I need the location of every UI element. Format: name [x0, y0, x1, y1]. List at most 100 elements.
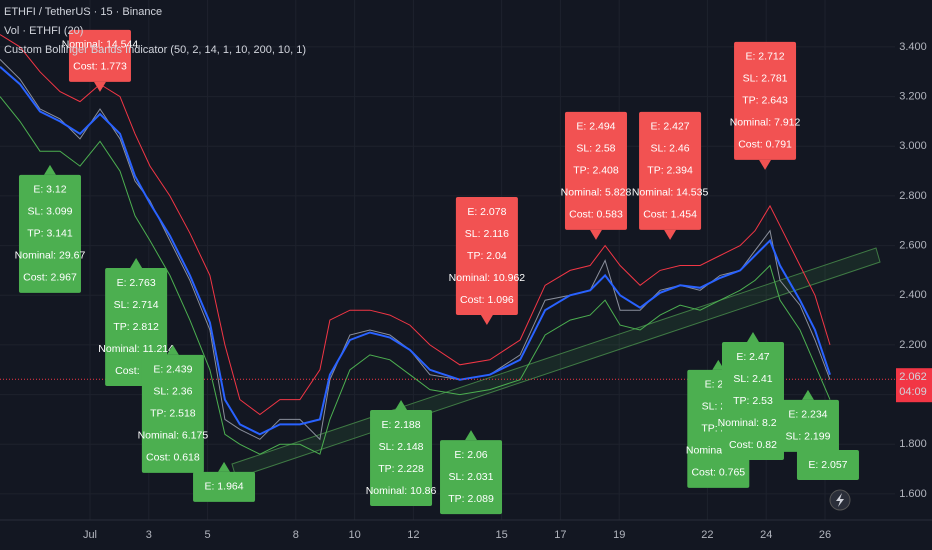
label-pointer [130, 258, 143, 269]
label-text: SL: 2.714 [114, 299, 159, 311]
label-pointer [759, 159, 772, 170]
label-text: TP: 2.394 [647, 165, 693, 177]
annotations: Nominal: 14.544 Cost: 1.773 E: 3.12 SL: 3.0… [15, 29, 859, 515]
last-price-box [896, 368, 932, 403]
trade-label: E: 2.06 SL: 2.031 TP: 2.089 [440, 430, 503, 515]
y-tick-label: 3.200 [899, 91, 927, 103]
y-tick-label: 3.000 [899, 140, 927, 152]
label-pointer [93, 81, 106, 92]
label-box [639, 111, 702, 230]
label-box [796, 450, 859, 481]
label-text: E: 1.964 [204, 481, 243, 493]
label-text: Nominal: 6.175 [138, 430, 209, 442]
trade-label: E: 2.427 SL: 2.46 TP: 2.394 Nominal: 14.535… [632, 111, 709, 240]
label-box [734, 41, 797, 160]
series-line [0, 34, 831, 416]
label-text: Cost: 0.765 [691, 467, 745, 479]
label-box [68, 29, 131, 82]
y-tick-label: 2.200 [899, 339, 927, 351]
label-box [141, 354, 204, 473]
label-text: SL: 2.36 [153, 386, 192, 398]
label-text: E: 2.188 [381, 419, 420, 431]
label-text: E: 2.427 [651, 121, 690, 133]
label-pointer [395, 400, 408, 411]
x-tick-label: 17 [554, 529, 566, 541]
label-pointer [801, 389, 814, 400]
label-pointer [166, 344, 179, 355]
label-text: Nominal: 5.828 [561, 187, 632, 199]
label-text: Cost: 1.096 [460, 294, 514, 306]
y-tick-label: 2.800 [899, 190, 927, 202]
series-line [0, 66, 831, 436]
trade-label: E: 2.494 SL: 2.58 TP: 2.408 Nominal: 5.828 C… [561, 111, 632, 240]
x-tick-label: 10 [348, 529, 360, 541]
label-box [721, 342, 784, 461]
label-pointer [43, 164, 56, 175]
label-text: SL: 2.46 [651, 143, 690, 155]
label-text: SL: 2.58 [576, 143, 615, 155]
label-text: Cost: 0.583 [569, 209, 623, 221]
label-text: Nominal: 14.544 [62, 39, 139, 51]
y-tick-label: 1.800 [899, 438, 927, 450]
label-text: SL: 2.148 [379, 441, 424, 453]
label-box [193, 471, 256, 502]
label-text: Cost: 0.791 [738, 139, 792, 151]
trade-label: E: 1.964 [193, 461, 256, 502]
label-text: SL: 3.099 [28, 206, 73, 218]
x-tick-label: 19 [613, 529, 625, 541]
lightning-icon [836, 493, 844, 507]
label-text: SL: 2.031 [449, 471, 494, 483]
label-pointer [465, 430, 478, 441]
label-text: SL: 2.41 [733, 373, 772, 385]
label-text: E: 2.234 [788, 409, 827, 421]
legend-text: Vol · ETHFI (20) [4, 25, 83, 37]
label-pointer [746, 332, 759, 343]
label-text: TP: 2.228 [378, 463, 424, 475]
x-tick-label: 15 [495, 529, 507, 541]
trade-label: E: 2.078 SL: 2.116 TP: 2.04 Nominal: 10.962… [449, 197, 526, 326]
label-text: Cost: 0.82 [729, 439, 777, 451]
x-tick-label: 24 [760, 529, 772, 541]
label-text: E: 2.06 [454, 449, 487, 461]
label-text: TP: 3.141 [27, 228, 73, 240]
x-tick-label: 26 [819, 529, 831, 541]
countdown: 04:09 [899, 386, 927, 398]
label-text: Nominal: 10.962 [449, 272, 526, 284]
label-text: Nominal: 14.535 [632, 187, 709, 199]
label-pointer [712, 359, 725, 370]
y-tick-label: 3.400 [899, 41, 927, 53]
legend-text: Custom Bollinger Bands Indicator (50, 2,… [4, 44, 306, 56]
legend-text: ETHFI / TetherUS · 15 · Binance [4, 6, 162, 18]
label-text: E: 2.057 [808, 459, 847, 471]
label-box [370, 410, 433, 507]
label-text: E: 2.078 [467, 206, 506, 218]
label-text: E: 2.439 [153, 364, 192, 376]
label-text: TP: 2.089 [448, 493, 494, 505]
trade-label: E: 3.12 SL: 3.099 TP: 3.141 Nominal: 29.67 C… [15, 164, 86, 293]
label-text: Nominal: 10.86 [366, 485, 437, 497]
label-text: Nominal: 7.912 [730, 117, 801, 129]
label-text: E: 3.12 [33, 184, 66, 196]
label-pointer [664, 229, 677, 240]
series-line [0, 96, 831, 455]
label-text: TP: 2.408 [573, 165, 619, 177]
x-tick-label: 22 [701, 529, 713, 541]
label-text: Cost: 1.454 [643, 209, 697, 221]
trade-label: E: 2.057 [796, 440, 859, 481]
label-text: TP: 2.53 [733, 395, 773, 407]
label-text: SL: 2.116 [465, 228, 509, 240]
label-text: Nominal: 29.67 [15, 250, 86, 262]
x-tick-label: 8 [293, 529, 299, 541]
trade-label: E: 2.234 SL: 2.199 [776, 389, 839, 452]
last-price-label: 2.062 [899, 371, 927, 383]
legend: ETHFI / TetherUS · 15 · Binance Vol · ETH… [4, 6, 306, 56]
trade-label: Nominal: 14.544 Cost: 1.773 [62, 29, 139, 92]
label-text: Nominal: 11.214 [98, 343, 174, 355]
label-box [564, 111, 627, 230]
label-pointer [589, 229, 602, 240]
label-text: Nominal: 8.204 [718, 417, 789, 429]
trade-label: E: 2.47 SL: 2.41 TP: 2.53 Nominal: 8.204 Cos… [718, 332, 789, 461]
y-tick-label: 2.600 [899, 240, 927, 252]
label-pointer [821, 440, 834, 451]
